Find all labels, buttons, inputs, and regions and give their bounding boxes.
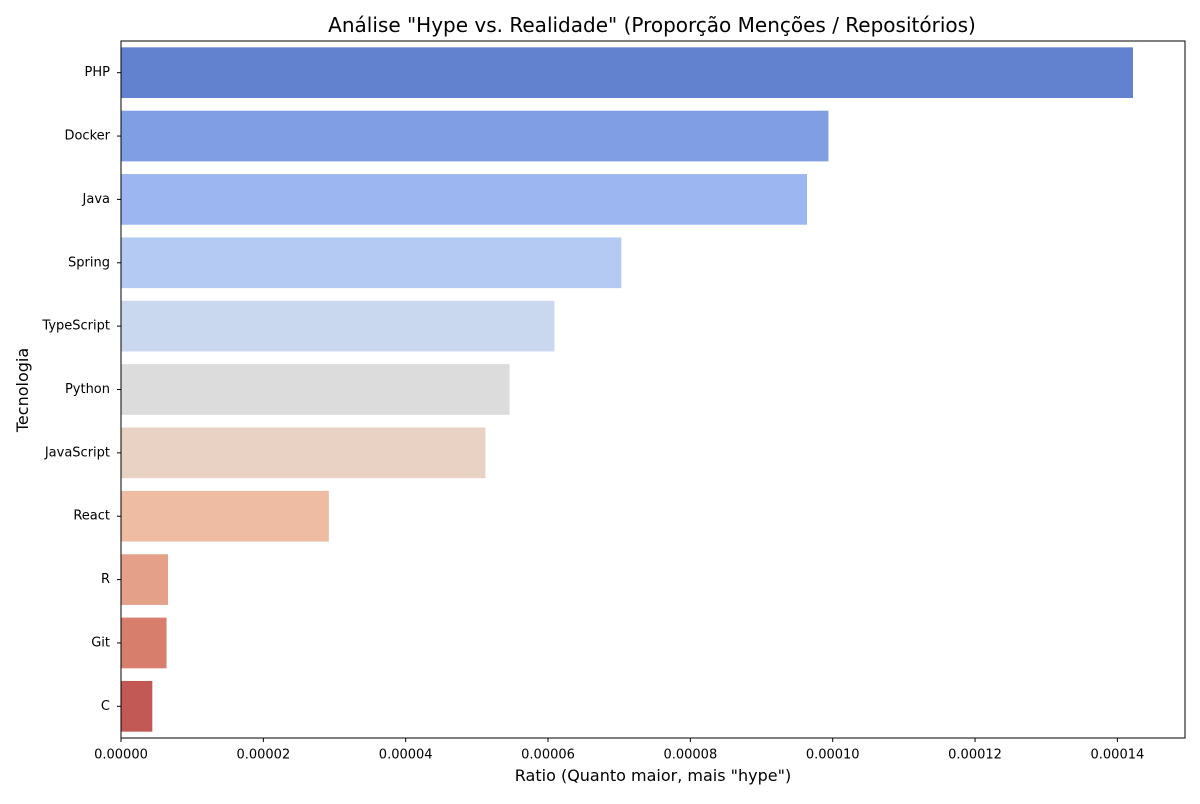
bar-javascript: [121, 427, 486, 479]
x-tick-label-3: 0.00006: [521, 748, 575, 763]
y-tick-label-java: Java: [82, 192, 110, 207]
y-tick-label-python: Python: [65, 382, 110, 397]
x-tick-label-7: 0.00014: [1091, 748, 1145, 763]
x-tick-label-6: 0.00012: [948, 748, 1002, 763]
y-tick-label-react: React: [73, 509, 110, 524]
x-tick-label-1: 0.00002: [236, 748, 290, 763]
x-tick-label-4: 0.00008: [663, 748, 717, 763]
bar-python: [121, 364, 510, 415]
chart-title: Análise "Hype vs. Realidade" (Proporção …: [328, 13, 976, 37]
x-tick-label-0: 0.00000: [94, 748, 148, 763]
x-tick-label-5: 0.00010: [806, 748, 860, 763]
y-tick-label-spring: Spring: [68, 255, 110, 270]
y-axis-ticks: PHP Docker Java Spring TypeScript Python JavaS…: [41, 65, 121, 714]
bars-layer: [121, 47, 1134, 732]
y-tick-label-php: PHP: [85, 65, 111, 80]
bar-git: [121, 617, 167, 669]
y-tick-label-docker: Docker: [64, 129, 110, 144]
bar-docker: [121, 110, 829, 162]
bar-react: [121, 490, 329, 542]
bar-r: [121, 554, 168, 605]
y-axis-label: Tecnologia: [13, 348, 32, 433]
x-axis-label: Ratio (Quanto maior, mais "hype"): [515, 766, 791, 785]
plot-frame: [120, 40, 1186, 739]
bar-java: [121, 174, 808, 225]
bar-spring: [121, 237, 622, 289]
y-tick-label-javascript: JavaScript: [44, 445, 110, 460]
bar-c: [121, 680, 153, 732]
y-tick-label-typescript: TypeScript: [41, 319, 110, 334]
y-tick-label-git: Git: [91, 635, 110, 650]
bar-typescript: [121, 300, 555, 352]
bar-php: [121, 47, 1134, 99]
x-axis-ticks: 0.00000 0.00002 0.00004 0.00006 0.00008 0.000…: [94, 738, 1144, 763]
y-tick-label-c: C: [101, 699, 110, 714]
x-tick-label-2: 0.00004: [379, 748, 433, 763]
y-tick-label-r: R: [101, 572, 110, 587]
